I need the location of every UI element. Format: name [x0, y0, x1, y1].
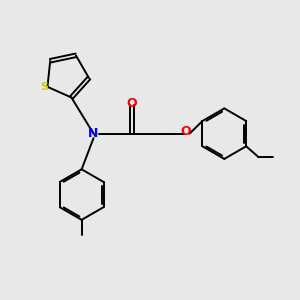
Text: O: O — [180, 125, 191, 138]
Text: N: N — [88, 127, 99, 140]
Text: S: S — [40, 82, 48, 92]
Text: O: O — [127, 97, 137, 110]
